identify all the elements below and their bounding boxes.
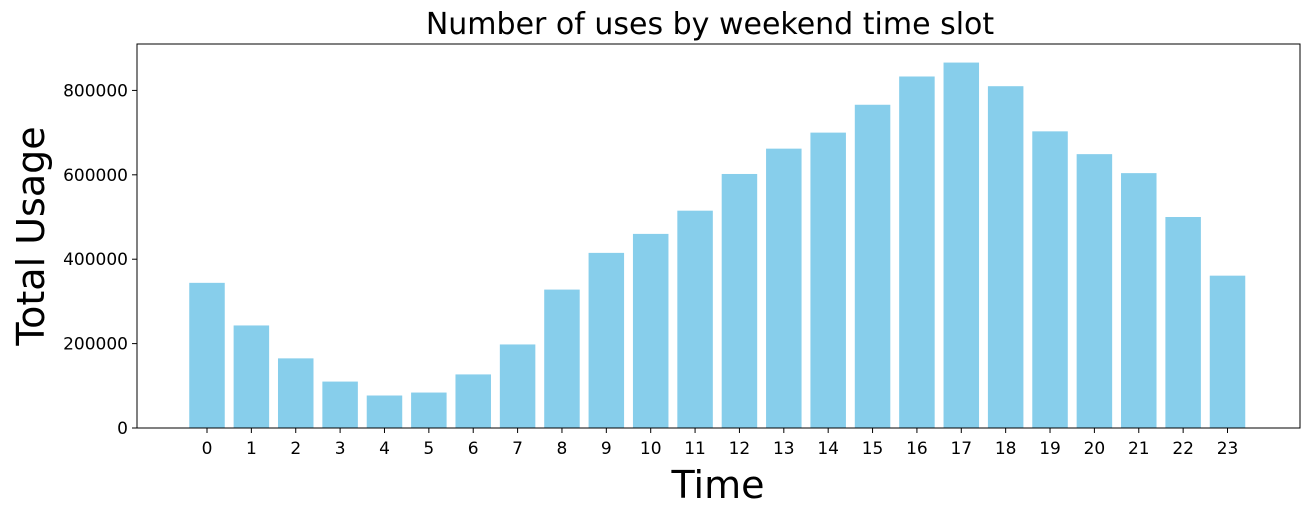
bar-hour-23 bbox=[1209, 275, 1246, 428]
bar-hour-4 bbox=[366, 395, 403, 428]
x-tick-label: 17 bbox=[950, 439, 972, 459]
x-axis-title: Time bbox=[671, 463, 765, 507]
plot-frame bbox=[136, 43, 1301, 429]
x-tick-label: 12 bbox=[729, 439, 751, 459]
x-tick-label: 23 bbox=[1217, 439, 1239, 459]
bar-hour-2 bbox=[277, 358, 314, 428]
y-tick-label: 600000 bbox=[63, 166, 128, 186]
bar-hour-0 bbox=[189, 282, 225, 428]
x-tick-label: 7 bbox=[512, 439, 523, 459]
bar-hour-12 bbox=[721, 173, 758, 428]
y-tick-label: 0 bbox=[117, 419, 128, 439]
bar-hour-1 bbox=[233, 325, 270, 428]
x-tick-label: 20 bbox=[1084, 439, 1106, 459]
bar-hour-10 bbox=[632, 233, 669, 428]
bar-hour-22 bbox=[1165, 217, 1201, 428]
bar-hour-17 bbox=[943, 62, 980, 428]
bar-hour-8 bbox=[544, 289, 580, 428]
bar-hour-13 bbox=[766, 148, 802, 428]
x-tick-label: 15 bbox=[862, 439, 884, 459]
x-tick-label: 1 bbox=[246, 439, 257, 459]
y-axis-title: Total Usage bbox=[9, 126, 53, 346]
x-tick-label: 14 bbox=[817, 439, 839, 459]
bar-hour-14 bbox=[810, 132, 846, 428]
x-tick-label: 6 bbox=[468, 439, 479, 459]
x-tick-label: 19 bbox=[1039, 439, 1061, 459]
bar-hour-5 bbox=[411, 392, 447, 428]
x-tick-label: 10 bbox=[640, 439, 662, 459]
y-axis-ticks: 0 200000 400000 600000 800000 bbox=[63, 81, 137, 439]
x-tick-label: 21 bbox=[1128, 439, 1150, 459]
x-tick-label: 13 bbox=[773, 439, 795, 459]
bar-hour-16 bbox=[899, 76, 935, 429]
x-axis-ticks: 0 1 2 3 4 5 6 7 8 9 10 11 12 13 14 15 16 17 18 19 20 21 22 23 bbox=[202, 428, 1239, 459]
x-tick-label: 18 bbox=[995, 439, 1017, 459]
x-tick-label: 0 bbox=[202, 439, 213, 459]
x-tick-label: 5 bbox=[423, 439, 434, 459]
y-tick-label: 400000 bbox=[63, 250, 128, 270]
x-tick-label: 16 bbox=[906, 439, 928, 459]
bar-hour-15 bbox=[854, 104, 891, 428]
x-tick-label: 22 bbox=[1172, 439, 1194, 459]
bar-hour-9 bbox=[588, 252, 625, 428]
x-tick-label: 8 bbox=[557, 439, 568, 459]
y-tick-label: 800000 bbox=[63, 81, 128, 101]
x-tick-label: 2 bbox=[290, 439, 301, 459]
bar-hour-6 bbox=[455, 374, 491, 428]
chart-title: Number of uses by weekend time slot bbox=[426, 7, 995, 42]
x-tick-label: 9 bbox=[601, 439, 612, 459]
bars-group bbox=[189, 62, 1246, 429]
bar-hour-7 bbox=[499, 344, 536, 428]
x-tick-label: 11 bbox=[684, 439, 706, 459]
bar-hour-19 bbox=[1032, 131, 1068, 428]
bar-hour-3 bbox=[322, 381, 358, 428]
bar-hour-21 bbox=[1121, 173, 1157, 428]
bar-hour-11 bbox=[677, 210, 713, 428]
bar-hour-20 bbox=[1076, 154, 1113, 428]
x-tick-label: 4 bbox=[379, 439, 390, 459]
y-tick-label: 200000 bbox=[63, 335, 128, 355]
bar-hour-18 bbox=[987, 86, 1024, 428]
x-tick-label: 3 bbox=[335, 439, 346, 459]
